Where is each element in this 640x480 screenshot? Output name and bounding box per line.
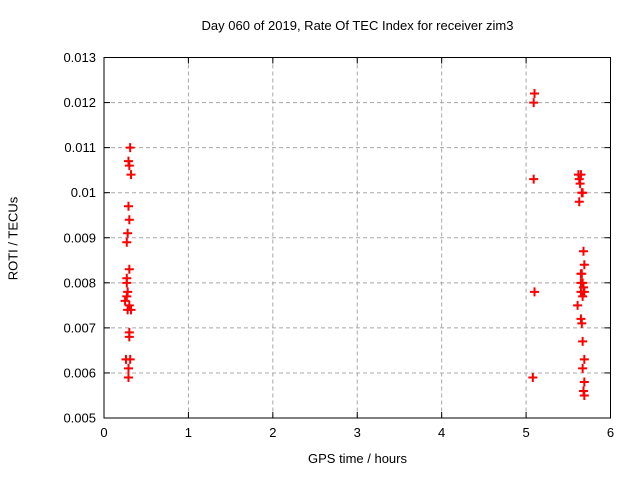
x-tick-label: 0 [100, 425, 107, 440]
y-tick-label: 0.009 [63, 230, 96, 245]
data-point [575, 179, 585, 189]
data-point [579, 260, 589, 270]
y-tick-label: 0.012 [63, 95, 96, 110]
data-point [120, 296, 130, 306]
data-point [123, 228, 133, 238]
data-point [124, 215, 134, 225]
data-point [124, 300, 134, 310]
data-point [579, 390, 589, 400]
plot-frame [103, 57, 611, 419]
data-point [529, 174, 539, 184]
data-point [123, 201, 133, 211]
data-point [122, 237, 132, 247]
y-tick-label: 0.011 [64, 140, 96, 155]
data-point [574, 197, 584, 207]
data-point [578, 188, 588, 198]
data-point [125, 143, 135, 153]
data-point [123, 363, 133, 373]
data-point [125, 354, 135, 364]
data-point [578, 363, 588, 373]
y-tick-label: 0.007 [63, 320, 96, 335]
data-point [530, 89, 540, 99]
data-point [578, 246, 588, 256]
y-tick-label: 0.013 [63, 50, 96, 65]
data-point [126, 170, 136, 180]
data-point [528, 372, 538, 382]
data-point [578, 336, 588, 346]
data-point [579, 287, 589, 297]
data-point [124, 161, 134, 171]
data-point [577, 269, 587, 279]
data-point [122, 291, 132, 301]
x-tick-label: 3 [354, 425, 361, 440]
data-point [577, 318, 587, 328]
data-point [578, 291, 588, 301]
y-tick-label: 0.005 [63, 411, 96, 426]
data-point [122, 278, 132, 288]
data-point [124, 332, 134, 342]
data-point [576, 170, 586, 180]
y-tick-label: 0.008 [63, 275, 96, 290]
data-point [579, 377, 589, 387]
y-tick-label: 0.006 [63, 365, 96, 380]
x-tick-label: 2 [269, 425, 276, 440]
x-tick-label: 4 [438, 425, 445, 440]
data-point [573, 300, 583, 310]
y-axis-title: ROTI / TECUs [5, 196, 21, 281]
data-point [530, 287, 540, 297]
data-point [123, 372, 133, 382]
chart-title: Day 060 of 2019, Rate Of TEC Index for r… [201, 18, 514, 33]
data-point [529, 98, 539, 108]
y-tick-label: 0.01 [71, 185, 96, 200]
x-tick-label: 5 [522, 425, 529, 440]
data-point [126, 305, 136, 315]
data-point [579, 354, 589, 364]
x-tick-label: 1 [185, 425, 192, 440]
x-axis-title: GPS time / hours [308, 451, 407, 466]
x-tick-label: 6 [607, 425, 614, 440]
data-point [124, 264, 134, 274]
